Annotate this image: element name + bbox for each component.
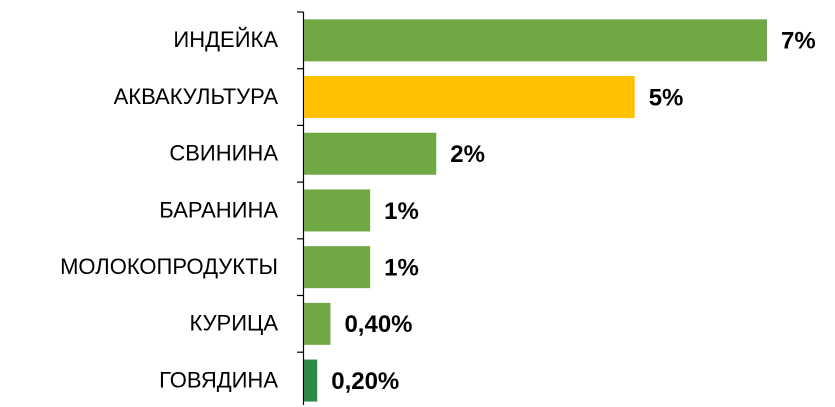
category-label: СВИНИНА — [169, 141, 278, 166]
bar — [304, 359, 318, 402]
category-label: ИНДЕЙКА — [173, 27, 278, 52]
value-label: 0,20% — [331, 368, 399, 395]
bar — [304, 76, 635, 119]
bar — [304, 132, 437, 175]
value-label: 7% — [781, 28, 816, 55]
value-label: 1% — [384, 198, 419, 225]
category-label: АКВАКУЛЬТУРА — [114, 84, 279, 109]
bar — [304, 19, 767, 62]
value-label: 5% — [649, 84, 684, 111]
value-label: 2% — [450, 141, 485, 168]
bar — [304, 302, 331, 345]
bar — [304, 246, 371, 289]
category-label: БАРАНИНА — [159, 197, 278, 222]
bar — [304, 189, 371, 232]
value-label: 0,40% — [344, 311, 412, 338]
category-label: ГОВЯДИНА — [159, 367, 278, 392]
category-label: МОЛОКОПРОДУКТЫ — [60, 254, 278, 279]
category-label: КУРИЦА — [190, 311, 279, 336]
value-label: 1% — [384, 254, 419, 281]
